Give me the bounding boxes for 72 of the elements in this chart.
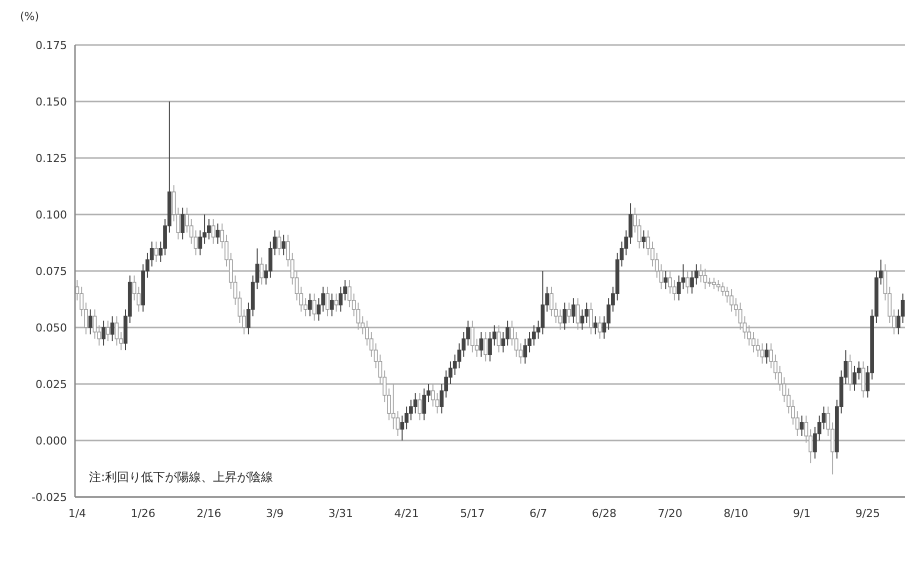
candlestick: [567, 302, 571, 324]
annotation: 注:利回り低下が陽線、上昇が陰線: [89, 470, 274, 484]
candlestick: [330, 293, 334, 317]
x-tick-label: 6/28: [592, 507, 617, 520]
x-tick-label: 1/4: [68, 507, 86, 520]
candlestick: [694, 264, 698, 286]
candlestick: [760, 342, 764, 364]
candlestick: [479, 332, 484, 358]
candlestick: [646, 230, 650, 256]
y-tick-label: 0.075: [36, 265, 67, 278]
candlestick: [321, 286, 326, 312]
candlestick: [396, 410, 400, 436]
candlestick: [180, 207, 185, 240]
candlestick: [338, 286, 343, 312]
candlestick: [540, 270, 545, 335]
candlestick: [308, 293, 312, 317]
x-tick-label: 2/16: [196, 507, 222, 520]
candlestick: [110, 316, 114, 342]
candlestick: [532, 324, 536, 346]
y-tick-label: 0.050: [36, 322, 67, 334]
candlestick: [764, 342, 769, 364]
candlestick: [312, 293, 316, 322]
x-tick-label: 5/17: [460, 507, 485, 520]
candlestick: [282, 234, 286, 256]
candlestick: [664, 270, 668, 290]
candlestick: [642, 230, 646, 249]
y-axis-title: (%): [20, 10, 40, 23]
x-tick-label: 1/26: [130, 507, 156, 520]
candlestick: [435, 392, 440, 414]
candlestick: [400, 415, 404, 441]
x-tick-label: 9/1: [792, 507, 811, 520]
candlestick: [211, 218, 216, 244]
candlestick: [326, 286, 330, 317]
y-tick-label: 0.125: [36, 152, 67, 165]
x-tick-label: 4/21: [394, 507, 419, 520]
candlestick: [88, 308, 92, 335]
candlestick: [413, 392, 418, 414]
y-tick-label: 0.000: [36, 434, 67, 448]
candlestick: [198, 230, 202, 256]
candlestick: [523, 338, 528, 364]
y-tick-label: 0.025: [36, 378, 67, 391]
candlestick: [216, 223, 220, 244]
candlestick: [580, 308, 584, 330]
y-tick-label: -0.025: [32, 491, 67, 504]
candlestick: [194, 230, 198, 256]
candlestick: [562, 302, 567, 330]
candlestick: [154, 241, 158, 262]
candlestick: [572, 298, 576, 324]
x-tick-label: 8/10: [724, 507, 748, 520]
candlestick: [756, 338, 760, 358]
y-tick-label: 0.150: [36, 96, 67, 108]
candlestick: [334, 293, 338, 312]
candlestick: [716, 280, 720, 292]
candlestick: [584, 302, 589, 324]
candlestick: [457, 342, 462, 369]
y-tick-label: 0.100: [36, 208, 67, 222]
candlestick: [593, 316, 598, 335]
candlestick: [418, 392, 422, 421]
candlestick: [725, 286, 730, 304]
candlestick: [800, 415, 804, 436]
x-tick-label: 3/31: [328, 507, 354, 520]
candlestick: [484, 332, 488, 362]
candlestick: [422, 388, 426, 421]
x-tick-label: 7/20: [658, 507, 682, 520]
y-tick-label: 0.175: [36, 39, 67, 52]
candlestick: [102, 320, 106, 346]
x-tick-label: 6/7: [529, 507, 548, 520]
x-tick-label: 9/25: [855, 507, 880, 520]
x-tick-label: 3/9: [266, 507, 284, 520]
candlestick: [277, 230, 282, 256]
candlestick: [822, 406, 826, 430]
candlestick: [518, 342, 523, 364]
